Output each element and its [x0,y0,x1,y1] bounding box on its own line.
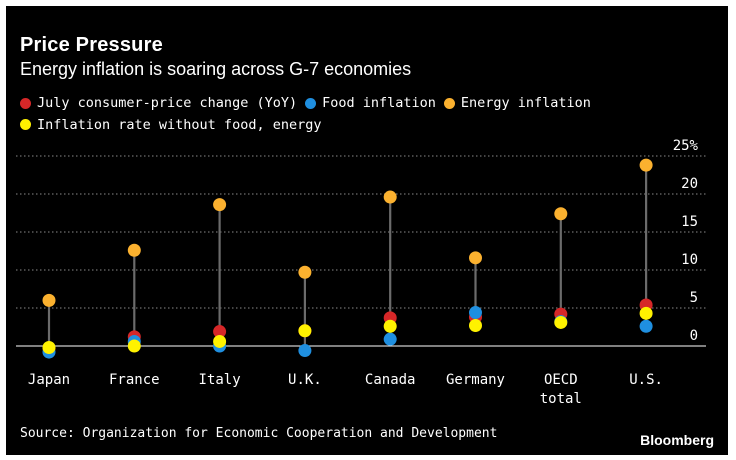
legend-label: Energy inflation [460,95,591,111]
y-tick-label: 0 [690,328,698,344]
data-point [298,324,312,338]
legend-item: Energy inflation [443,93,591,113]
legend-label: Food inflation [322,95,436,111]
data-point [213,334,227,348]
legend-item: Food inflation [305,93,436,113]
y-tick-label: 15 [681,214,698,230]
x-tick-label: Japan [28,372,70,388]
y-tick-label: 5 [690,290,698,306]
x-tick-label: U.S. [629,372,663,388]
legend-item: July consumer-price change (YoY) [20,93,297,113]
data-point [127,339,141,353]
data-point [469,306,482,320]
dot-range-chart: 0 5 10 15 20 25% Japan France Italy U.K. Canada Ger… [16,138,706,407]
x-tick-label: OECD [544,372,578,388]
source-note: Source: Organization for Economic Cooper… [20,426,498,441]
legend-dot-icon [443,97,455,109]
data-point [127,243,141,257]
legend-dot-icon [20,119,31,130]
data-point [383,332,397,346]
data-point [213,325,227,339]
chart-panel: Price Pressure Energy inflation is soari… [6,6,728,455]
data-point [469,318,482,332]
x-tick-label: U.K. [288,372,322,388]
data-point [554,207,568,221]
data-point [639,158,653,172]
x-tick-label: total [540,391,582,407]
data-point [298,265,312,279]
x-tick-label: France [109,372,160,388]
data-point [554,315,568,329]
data-point [298,344,312,358]
legend-item: Inflation rate without food, energy [20,115,321,135]
data-point [42,293,56,307]
x-tick-label: Germany [446,372,505,388]
bloomberg-logo: Bloomberg [640,432,714,448]
chart-title: Price Pressure [20,34,163,56]
data-point [383,319,397,333]
data-point [42,341,56,355]
chart-legend: July consumer-price change (YoY) Food inf… [20,93,660,136]
x-tick-label: Italy [199,372,241,388]
legend-dot-icon [20,97,31,109]
data-point [639,319,653,333]
y-tick-label: 10 [681,252,698,268]
chart-subtitle: Energy inflation is soaring across G-7 e… [20,59,412,79]
legend-label: July consumer-price change (YoY) [37,95,298,111]
data-point [213,198,227,212]
data-point [469,251,482,265]
data-point [639,306,653,320]
y-tick-label: 20 [681,176,698,192]
data-point [383,190,397,204]
x-tick-label: Canada [365,372,416,388]
y-tick-label: 25% [673,138,699,154]
legend-label: Inflation rate without food, energy [37,116,322,133]
legend-dot-icon [305,97,317,109]
